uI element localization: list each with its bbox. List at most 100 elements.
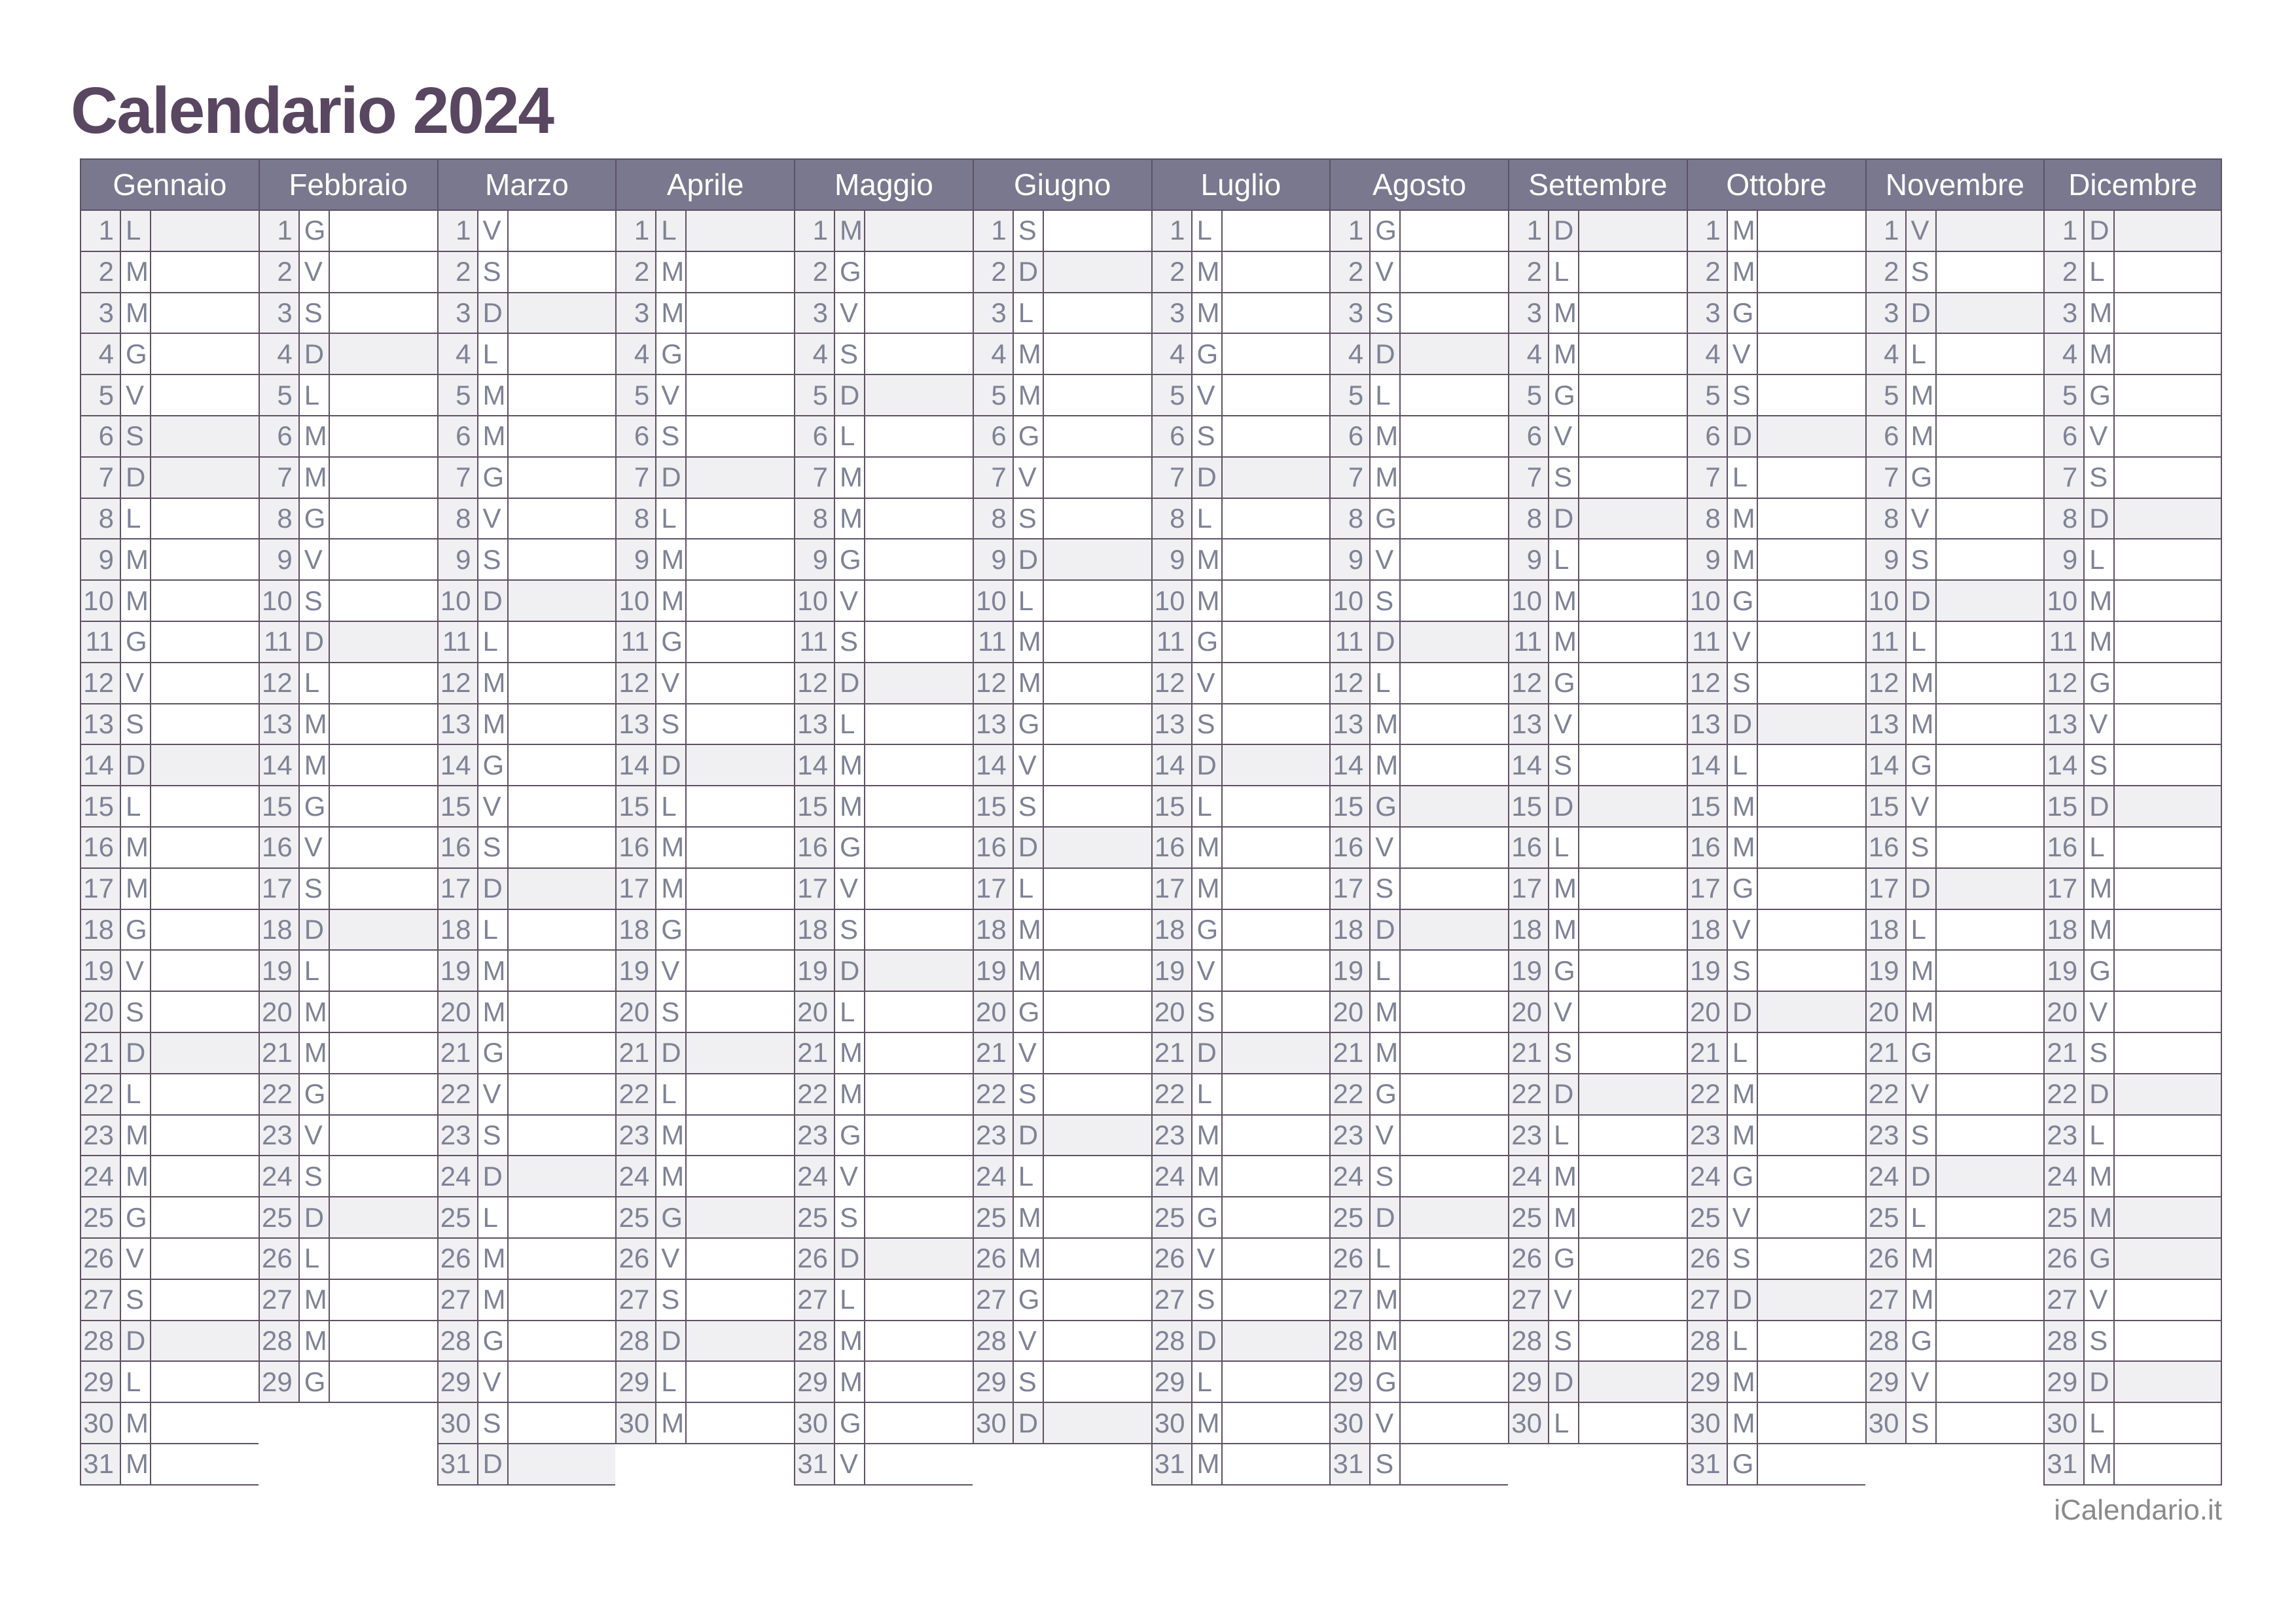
note-space xyxy=(1044,1403,1151,1443)
day-row: 24 S xyxy=(1329,1156,1508,1198)
day-row: 22 L xyxy=(80,1074,259,1116)
day-row: 17 M xyxy=(615,868,794,910)
weekday-letter: D xyxy=(1014,1403,1044,1443)
day-row: 15 L xyxy=(1151,786,1330,828)
weekday-letter: M xyxy=(1549,1197,1579,1237)
note-space xyxy=(330,293,437,333)
day-row: 18 M xyxy=(2043,909,2222,951)
note-space xyxy=(151,334,259,374)
weekday-letter: L xyxy=(1371,375,1401,415)
weekday-letter: G xyxy=(300,211,330,251)
day-row: 16 S xyxy=(437,827,616,869)
day-number: 25 xyxy=(973,1197,1014,1237)
day-row: 12 L xyxy=(1329,663,1508,704)
weekday-letter: L xyxy=(1014,868,1044,909)
day-row: 13 M xyxy=(1865,704,2044,746)
weekday-letter: D xyxy=(835,1238,865,1279)
day-row: 26 L xyxy=(1329,1238,1508,1280)
day-number: 1 xyxy=(1687,211,1728,251)
note-space xyxy=(1401,539,1508,579)
note-space xyxy=(2115,910,2221,950)
note-space xyxy=(687,1156,794,1196)
weekday-letter: M xyxy=(835,1032,865,1073)
day-number: 11 xyxy=(81,621,121,662)
note-space xyxy=(687,1321,794,1361)
weekday-letter: M xyxy=(1014,909,1044,950)
note-space xyxy=(509,375,616,415)
weekday-letter: M xyxy=(2085,1156,2115,1197)
day-number: 16 xyxy=(1331,827,1371,867)
weekday-letter: L xyxy=(1728,457,1758,498)
day-number: 15 xyxy=(81,786,121,826)
day-row: 11 L xyxy=(1865,621,2044,663)
day-row: 11 D xyxy=(258,621,437,663)
note-space xyxy=(509,1033,616,1073)
note-space xyxy=(1758,704,1865,744)
note-space xyxy=(1044,416,1151,456)
weekday-letter: G xyxy=(835,1115,865,1156)
weekday-letter: V xyxy=(2085,1279,2115,1320)
weekday-letter: M xyxy=(1907,1238,1937,1279)
day-row: 13 M xyxy=(1329,704,1508,746)
day-number: 29 xyxy=(1509,1362,1549,1402)
note-space xyxy=(151,704,259,744)
weekday-letter: M xyxy=(1549,293,1579,333)
day-row: 30 V xyxy=(1329,1403,1508,1444)
day-number: 16 xyxy=(973,827,1014,867)
day-row: 16 D xyxy=(972,827,1151,869)
day-number: 18 xyxy=(1331,909,1371,950)
day-number: 19 xyxy=(795,951,835,991)
brand-watermark: iCalendario.it xyxy=(2054,1494,2222,1526)
day-row: 27 V xyxy=(2043,1279,2222,1321)
weekday-letter: D xyxy=(656,1032,687,1073)
note-space xyxy=(1401,1239,1508,1279)
weekday-letter: D xyxy=(300,621,330,662)
weekday-letter: M xyxy=(1907,992,1937,1032)
note-space xyxy=(509,252,616,292)
day-number: 7 xyxy=(973,457,1014,498)
day-number: 9 xyxy=(438,539,478,580)
note-space xyxy=(1223,211,1330,251)
note-space xyxy=(1044,458,1151,498)
weekday-letter: G xyxy=(1907,1032,1937,1073)
day-row: 21 M xyxy=(794,1032,973,1074)
note-space xyxy=(509,293,616,333)
note-space xyxy=(1937,252,2044,292)
day-number: 27 xyxy=(2045,1279,2085,1320)
day-number: 6 xyxy=(973,416,1014,456)
day-number: 15 xyxy=(973,786,1014,826)
day-number: 8 xyxy=(81,498,121,539)
note-space xyxy=(1937,745,2044,785)
weekday-letter: D xyxy=(835,663,865,703)
note-space xyxy=(1223,1033,1330,1073)
note-space xyxy=(865,581,973,621)
day-row: 26 S xyxy=(1686,1238,1865,1280)
day-number: 5 xyxy=(1687,375,1728,415)
note-space xyxy=(151,1156,259,1196)
weekday-letter: D xyxy=(1907,1156,1937,1197)
weekday-letter: V xyxy=(121,951,151,991)
day-row: 22 S xyxy=(972,1074,1151,1116)
day-row: 17 M xyxy=(1151,868,1330,910)
weekday-letter: M xyxy=(1014,663,1044,703)
weekday-letter: V xyxy=(835,293,865,333)
note-space xyxy=(1758,1033,1865,1073)
weekday-letter: D xyxy=(1014,827,1044,867)
weekday-letter: L xyxy=(300,1238,330,1279)
weekday-letter: V xyxy=(1907,498,1937,539)
note-space xyxy=(151,745,259,785)
day-number: 14 xyxy=(259,745,300,786)
note-space xyxy=(687,293,794,333)
day-number: 24 xyxy=(1152,1156,1193,1197)
note-space xyxy=(1044,1197,1151,1237)
note-space xyxy=(1758,1444,1865,1484)
note-space xyxy=(1223,499,1330,539)
day-number: 17 xyxy=(1687,868,1728,909)
